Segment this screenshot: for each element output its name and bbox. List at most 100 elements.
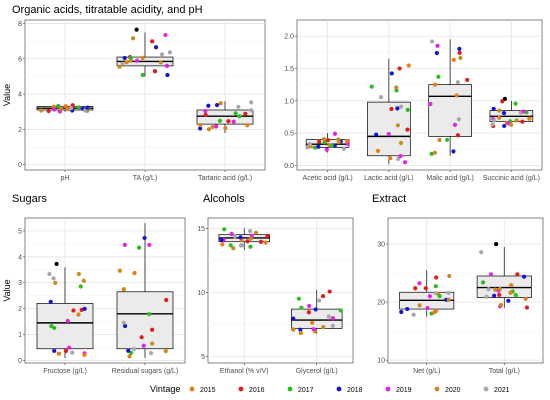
data-point-2016 [405,127,410,132]
data-point-2017 [140,72,145,78]
data-point-2018 [522,274,527,279]
x-tick-label: Tartaric acid (g/L) [198,175,252,182]
data-point-2015 [82,352,87,357]
data-point-2018 [122,323,128,329]
chart-panel-5: Extract 10 20 30 Net (g/L) Total (g/L) [372,193,544,375]
data-point-2018 [238,235,243,240]
data-point-2016 [317,139,322,144]
data-point-2020 [446,297,451,302]
data-point-2016 [520,119,525,124]
data-point-2019 [52,107,57,112]
data-point-2018 [491,106,496,111]
data-point-2017 [296,296,301,301]
data-point-2020 [394,85,399,90]
legend-label-2019: 2019 [396,387,412,394]
data-point-2015 [121,287,126,292]
box-1 [36,103,94,114]
box-iqr [196,109,254,125]
box-3 [428,39,472,156]
data-point-2016 [325,138,331,143]
data-point-2019 [65,318,70,324]
data-point-2016 [258,239,264,244]
data-point-2021 [159,52,165,57]
data-point-2021 [429,39,435,44]
data-point-2015 [388,156,393,161]
y-tick-label: 6 [18,56,22,63]
data-point-2017 [437,294,442,299]
box-1 [218,227,270,251]
y-tick-label: 30 [377,242,385,249]
data-point-2020 [53,280,58,285]
box-iqr [36,303,94,350]
legend-label-2021: 2021 [494,387,510,394]
data-point-2018 [457,46,462,51]
data-point-2018 [85,105,90,110]
y-tick-label: 1.0 [284,98,294,105]
data-point-2017 [436,74,441,79]
data-point-2017 [147,312,152,317]
data-point-2015 [220,242,225,247]
box-2 [367,58,411,165]
data-point-2021 [238,243,244,248]
data-point-2021 [249,100,254,105]
data-point-2020 [130,36,136,41]
data-point-2020 [253,230,259,235]
data-point-2021 [484,294,489,299]
data-point-2015 [406,63,411,68]
data-point-2020 [198,122,203,128]
data-point-2016 [497,292,502,298]
data-point-2021 [446,290,451,296]
box-iqr [116,291,174,350]
data-point-2021 [317,298,322,303]
data-point-2020 [248,236,253,241]
data-point-2015 [432,310,437,315]
data-point-2016 [46,108,51,114]
data-point-2018 [492,293,497,298]
data-point-2015 [375,148,381,153]
data-point-2021 [70,350,75,355]
data-point-2019 [147,242,152,248]
panel-title: Sugars [12,193,47,205]
data-point-2016 [515,272,520,277]
data-point-2020 [497,108,502,113]
data-point-2016 [243,111,248,116]
box-1 [36,261,94,358]
data-point-2018 [434,50,439,56]
data-point-2020 [117,64,122,69]
data-point-2020 [39,108,44,113]
data-point-2017 [299,305,304,310]
data-point-2018 [502,123,507,129]
x-tick-label: Fructose (g/L) [43,368,87,375]
x-tick-label: Net (g/L) [413,368,440,375]
legend-swatch-2015 [189,386,195,392]
data-point-2019 [403,160,408,165]
legend-swatch-2016 [238,386,244,392]
data-point-2015 [76,312,81,317]
data-point-2015 [263,240,268,245]
data-point-2017 [329,143,334,148]
outlier-point [54,261,59,267]
data-point-2019 [163,32,168,38]
data-point-2019 [324,147,329,152]
data-point-2015 [497,115,502,120]
data-point-2019 [398,154,403,159]
data-point-2019 [203,109,208,114]
data-point-2019 [425,305,430,311]
data-point-2018 [198,126,203,131]
data-point-2021 [486,286,491,292]
data-point-2019 [428,101,433,107]
data-point-2018 [389,71,394,76]
data-point-2019 [488,272,494,277]
legend-swatch-2019 [385,386,391,392]
chart-panel-2: 0.0 0.5 1.0 1.5 2.0 Acetic acid (g/L) Lactic a… [284,19,543,182]
data-point-2018 [219,237,224,242]
data-point-2017 [76,105,81,110]
y-tick-label: 4 [18,254,22,261]
data-point-2021 [248,228,253,234]
y-tick-label: 15 [197,226,205,233]
data-point-2020 [163,349,168,354]
data-point-2021 [83,108,88,113]
data-point-2015 [310,320,315,325]
x-tick-label: Lactic acid (g/L) [364,175,413,182]
